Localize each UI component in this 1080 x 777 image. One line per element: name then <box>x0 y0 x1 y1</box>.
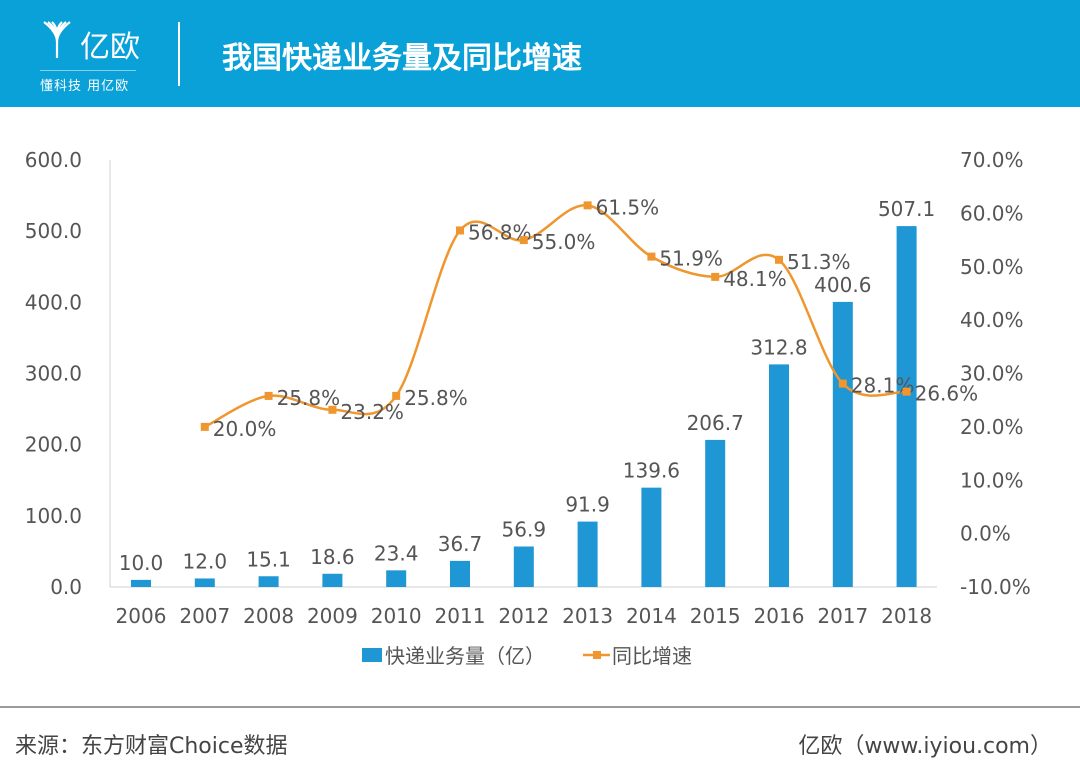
line-marker <box>392 391 401 400</box>
bar-data-label: 400.6 <box>814 273 871 297</box>
x-tick-label: 2007 <box>179 604 230 628</box>
line-data-label: 55.0% <box>532 230 596 254</box>
bar-data-label: 36.7 <box>438 532 483 556</box>
y-right-tick-label: 30.0% <box>960 362 1024 386</box>
y-right-tick-label: 0.0% <box>960 522 1011 546</box>
x-tick-label: 2006 <box>116 604 167 628</box>
y-right-tick-label: 20.0% <box>960 415 1024 439</box>
bar <box>258 576 279 587</box>
bar <box>832 301 853 587</box>
x-tick-label: 2017 <box>817 604 868 628</box>
y-right-tick-label: 40.0% <box>960 308 1024 332</box>
y-right-tick-label: 60.0% <box>960 201 1024 225</box>
bar-data-label: 56.9 <box>502 518 547 542</box>
bar-data-label: 206.7 <box>687 411 744 435</box>
line-data-label: 26.6% <box>915 382 979 406</box>
y-left-tick-label: 300.0 <box>25 362 82 386</box>
bar <box>450 560 470 587</box>
x-tick-label: 2014 <box>626 604 677 628</box>
bar-data-label: 18.6 <box>310 545 355 569</box>
header-banner: 亿欧 懂科技 用亿欧 我国快递业务量及同比增速 <box>0 0 1080 107</box>
line-marker <box>583 201 592 210</box>
legend-bar-label: 快递业务量（亿） <box>385 644 545 668</box>
y-left-tick-label: 200.0 <box>25 433 82 457</box>
legend-bar-swatch <box>362 648 382 662</box>
y-left-tick-label: 100.0 <box>25 504 82 528</box>
x-tick-label: 2018 <box>881 604 932 628</box>
bar <box>705 439 726 587</box>
y-right-tick-label: -10.0% <box>960 575 1031 599</box>
bar-data-label: 507.1 <box>878 197 935 221</box>
line-marker <box>200 422 209 431</box>
legend-line-marker <box>593 651 601 659</box>
y-left-tick-label: 400.0 <box>25 290 82 314</box>
brand-text: 亿欧（www.iyiou.com） <box>798 734 1052 759</box>
line-marker <box>775 255 783 264</box>
bar-data-label: 23.4 <box>374 541 419 565</box>
legend-line-label: 同比增速 <box>612 644 692 668</box>
y-right-tick-label: 50.0% <box>960 255 1024 279</box>
x-tick-label: 2008 <box>243 604 294 628</box>
yiou-logo-icon <box>43 21 71 58</box>
x-tick-label: 2013 <box>562 604 613 628</box>
line-data-label: 48.1% <box>723 267 787 291</box>
line-marker <box>456 226 464 235</box>
footer-divider <box>0 706 1080 708</box>
bar <box>513 546 534 587</box>
y-left-tick-label: 600.0 <box>25 148 82 172</box>
y-right-tick-label: 10.0% <box>960 468 1024 492</box>
logo-text: 亿欧 <box>80 30 140 65</box>
bar <box>896 226 917 587</box>
line-data-label: 23.2% <box>340 400 404 424</box>
y-left-tick-label: 0.0 <box>50 575 82 599</box>
bar-data-label: 15.1 <box>246 547 291 571</box>
line-marker <box>519 236 528 245</box>
bar <box>194 578 215 587</box>
bar <box>131 579 151 587</box>
bar <box>577 521 598 587</box>
x-tick-label: 2011 <box>435 604 486 628</box>
bar <box>769 364 789 587</box>
line-marker <box>328 405 337 414</box>
y-right-tick-label: 70.0% <box>960 148 1024 172</box>
x-tick-label: 2010 <box>371 604 422 628</box>
bar-data-label: 91.9 <box>565 493 610 517</box>
line-marker <box>264 391 273 400</box>
x-tick-label: 2015 <box>690 604 741 628</box>
x-tick-label: 2016 <box>754 604 805 628</box>
bar <box>641 487 662 587</box>
bar-data-label: 139.6 <box>623 459 680 483</box>
bar-data-label: 312.8 <box>750 335 807 359</box>
logo-slogan: 懂科技 用亿欧 <box>40 70 136 94</box>
line-data-label: 25.8% <box>404 386 468 410</box>
x-tick-label: 2009 <box>307 604 358 628</box>
bar <box>322 573 343 587</box>
bar-data-label: 10.0 <box>119 551 164 575</box>
bar <box>386 570 407 587</box>
line-data-label: 51.3% <box>787 250 851 274</box>
bar-data-label: 12.0 <box>183 549 228 573</box>
line-marker <box>902 387 911 396</box>
line-data-label: 51.9% <box>659 247 723 271</box>
header-divider <box>178 22 180 86</box>
y-left-tick-label: 500.0 <box>25 219 82 243</box>
line-marker <box>838 379 847 388</box>
x-tick-label: 2012 <box>498 604 549 628</box>
line-marker <box>647 252 656 261</box>
page-title: 我国快递业务量及同比增速 <box>222 41 582 76</box>
line-marker <box>711 272 720 281</box>
line-data-label: 20.0% <box>213 417 277 441</box>
source-text: 来源：东方财富Choice数据 <box>15 734 288 759</box>
line-data-label: 61.5% <box>596 195 660 219</box>
